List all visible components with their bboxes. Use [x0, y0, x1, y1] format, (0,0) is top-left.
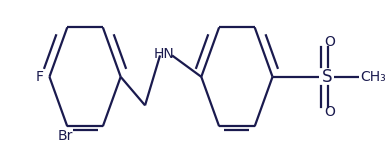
- Text: O: O: [324, 35, 335, 49]
- Text: F: F: [36, 70, 44, 84]
- Text: Br: Br: [58, 129, 73, 144]
- Text: CH₃: CH₃: [361, 70, 386, 84]
- Text: HN: HN: [153, 47, 174, 61]
- Text: O: O: [324, 105, 335, 119]
- Text: S: S: [322, 68, 332, 86]
